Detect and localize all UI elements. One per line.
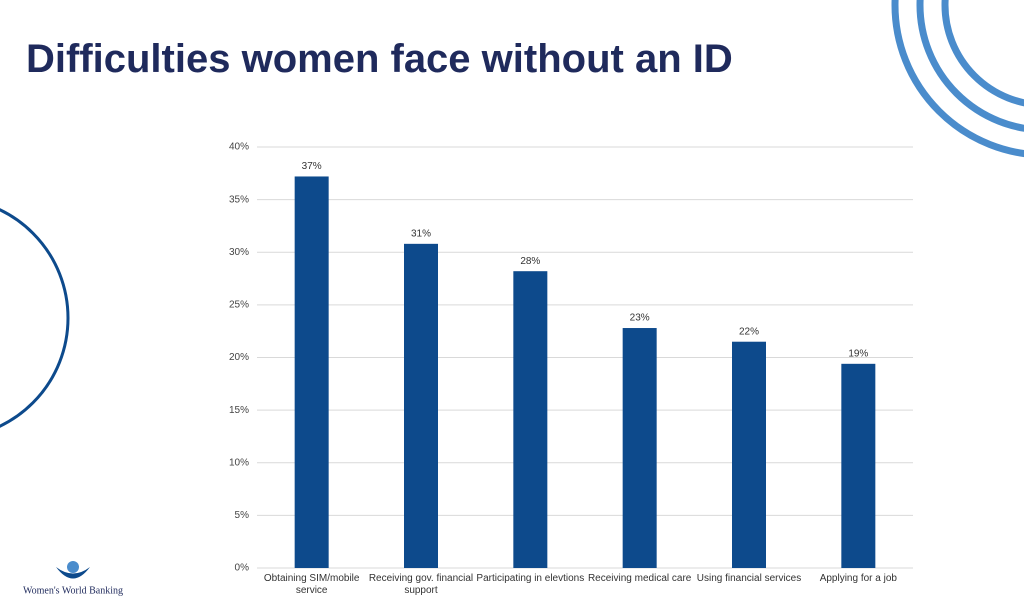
y-tick-label: 25% — [229, 300, 249, 311]
logo-icon — [56, 561, 90, 579]
y-tick-label: 10% — [229, 457, 249, 468]
bar — [841, 363, 876, 568]
bar — [732, 341, 766, 568]
y-tick-label: 30% — [229, 247, 249, 258]
x-tick-label: Using financial services — [696, 573, 802, 584]
x-tick-label: Receiving medical care — [587, 573, 692, 584]
y-tick-label: 40% — [229, 142, 249, 153]
x-tick-label: Applying for a job — [819, 573, 897, 584]
x-tick-label: Participating in elevtions — [476, 573, 585, 584]
data-label: 22% — [739, 326, 759, 337]
y-tick-label: 20% — [229, 352, 249, 363]
data-label: 37% — [302, 161, 322, 172]
bar — [513, 271, 548, 568]
x-tick-label: Obtaining SIM/mobile service — [263, 573, 360, 596]
y-tick-label: 15% — [229, 405, 249, 416]
y-tick-label: 35% — [229, 194, 249, 205]
data-label: 23% — [630, 313, 650, 324]
decor-circle — [0, 208, 70, 428]
bar — [404, 243, 438, 568]
y-tick-label: 0% — [235, 563, 250, 574]
bar — [622, 328, 657, 568]
data-label: 31% — [411, 228, 431, 239]
y-tick-label: 5% — [235, 510, 250, 521]
x-tick-label: Receiving gov. financial support — [368, 573, 474, 596]
bar — [294, 176, 329, 568]
data-label: 28% — [520, 256, 540, 267]
decor-arcs — [891, 0, 1024, 158]
chart-title: Difficulties women face without an ID — [26, 37, 733, 81]
data-label: 19% — [848, 348, 868, 359]
logo-text: Women's World Banking — [23, 585, 123, 596]
